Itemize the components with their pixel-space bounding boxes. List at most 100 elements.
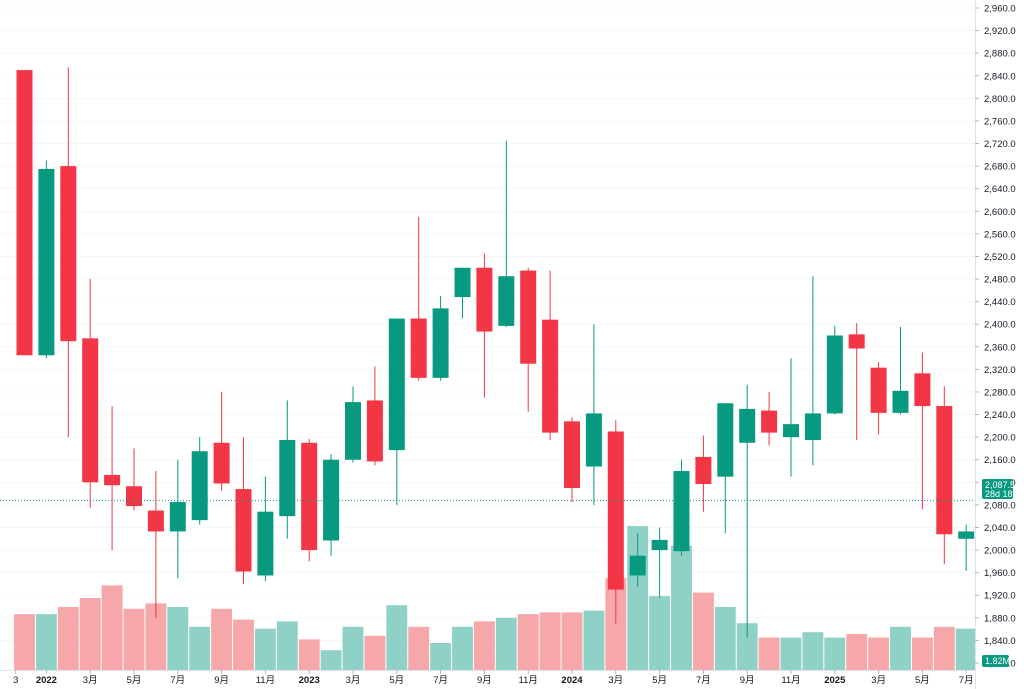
volume-bar <box>342 626 364 670</box>
time-tick-label: 2023 <box>299 675 320 686</box>
volume-bar <box>911 637 933 670</box>
price-tick-label: 2,440.0 <box>984 297 1016 308</box>
last-price-badge <box>982 479 1013 499</box>
candle-body <box>804 413 821 440</box>
candle-body <box>147 510 164 532</box>
volume-bar <box>430 643 452 670</box>
volume-bar <box>714 607 736 670</box>
volume-bar <box>539 612 561 670</box>
candle-body <box>169 502 186 532</box>
candle-body <box>388 318 405 451</box>
candle-body <box>717 403 734 477</box>
volume-bar <box>408 626 430 670</box>
volume-bar <box>386 605 408 670</box>
volume-bar <box>824 637 846 670</box>
price-tick-label: 2,040.0 <box>984 523 1016 534</box>
price-tick-label: 2,560.0 <box>984 229 1016 240</box>
price-tick-label: 2,640.0 <box>984 184 1016 195</box>
candle-body <box>213 442 230 484</box>
volume-bar <box>517 614 539 670</box>
price-tick-label: 2,880.0 <box>984 49 1016 60</box>
candle-body <box>82 338 99 483</box>
price-tick-label: 1,880.0 <box>984 613 1016 624</box>
price-tick-label: 1,920.0 <box>984 591 1016 602</box>
volume-bar <box>890 626 911 670</box>
price-tick-label: 2,480.0 <box>984 275 1016 286</box>
time-tick-label: 5月 <box>652 675 667 686</box>
candle-body <box>936 406 953 535</box>
volume-bar <box>35 614 57 670</box>
volume-bar <box>123 608 145 670</box>
candle-body <box>126 486 142 507</box>
price-tick-label: 2,080.0 <box>984 500 1016 511</box>
volume-bars <box>14 526 999 670</box>
price-tick-label: 2,680.0 <box>984 162 1016 173</box>
time-tick-label: 7月 <box>433 675 448 686</box>
candle-body <box>826 335 843 414</box>
price-tick-label: 2,160.0 <box>984 455 1016 466</box>
candle-body <box>914 373 931 407</box>
time-tick-label: 5月 <box>127 675 142 686</box>
time-tick-label: 9月 <box>477 675 492 686</box>
price-tick-label: 2,320.0 <box>984 365 1016 376</box>
price-tick-label: 2,400.0 <box>984 320 1016 331</box>
axis-badges: 2,087.5 28d 18h 1.82M <box>982 479 1018 667</box>
price-tick-label: 1,960.0 <box>984 568 1016 579</box>
volume-bar <box>671 545 692 670</box>
time-tick-label: 2022 <box>36 675 57 686</box>
last-price-label: 2,087.5 <box>985 480 1015 490</box>
price-tick-label: 2,360.0 <box>984 342 1016 353</box>
volume-label: 1.82M <box>985 656 1010 666</box>
candle-body <box>958 531 975 539</box>
volume-bar <box>583 610 605 670</box>
price-tick-label: 2,280.0 <box>984 387 1016 398</box>
volume-bar <box>868 637 890 670</box>
candle-body <box>454 267 471 298</box>
candle-body <box>366 400 383 462</box>
candle-body <box>301 442 318 551</box>
volume-bar <box>254 628 276 670</box>
price-tick-label: 2,760.0 <box>984 116 1016 127</box>
price-tick-label: 2,800.0 <box>984 94 1016 105</box>
price-tick-label: 2,240.0 <box>984 410 1016 421</box>
candle-body <box>783 424 799 438</box>
time-tick-label: 2025 <box>824 675 846 686</box>
candle-body <box>673 471 690 552</box>
candle-body <box>16 70 33 356</box>
volume-bar <box>101 585 123 670</box>
candle-body <box>848 334 865 349</box>
volume-bar <box>57 607 79 670</box>
volume-bar <box>276 621 298 670</box>
time-tick-label: 3月 <box>83 675 98 686</box>
volume-bar <box>145 603 167 670</box>
price-axis[interactable] <box>975 0 1024 689</box>
volume-bar <box>955 628 977 670</box>
time-tick-label: 5月 <box>389 675 404 686</box>
volume-bar <box>605 578 627 670</box>
time-tick-label: 3月 <box>608 675 623 686</box>
volume-bar <box>211 608 233 670</box>
price-tick-label: 2,920.0 <box>984 26 1016 37</box>
volume-bar <box>495 617 517 670</box>
candle-body <box>761 410 778 433</box>
volume-bar <box>79 598 101 670</box>
candle-body <box>607 431 624 590</box>
candle-body <box>520 270 537 364</box>
candle-body <box>695 456 712 485</box>
volume-bar <box>14 614 35 670</box>
candle-body <box>235 489 252 572</box>
time-tick-label: 5月 <box>915 675 930 686</box>
candle-body <box>585 413 602 467</box>
candle-body <box>629 555 646 576</box>
time-tick-label: 7月 <box>959 675 974 686</box>
candle-body <box>191 451 208 521</box>
candle-body <box>38 168 55 356</box>
time-axis[interactable] <box>0 670 975 689</box>
time-tick-label: 11月 <box>256 675 275 686</box>
candle-body <box>870 367 887 413</box>
volume-bar <box>298 639 320 670</box>
volume-bar <box>320 650 342 670</box>
time-tick-label: 7月 <box>696 675 711 686</box>
volume-bar <box>189 626 211 670</box>
